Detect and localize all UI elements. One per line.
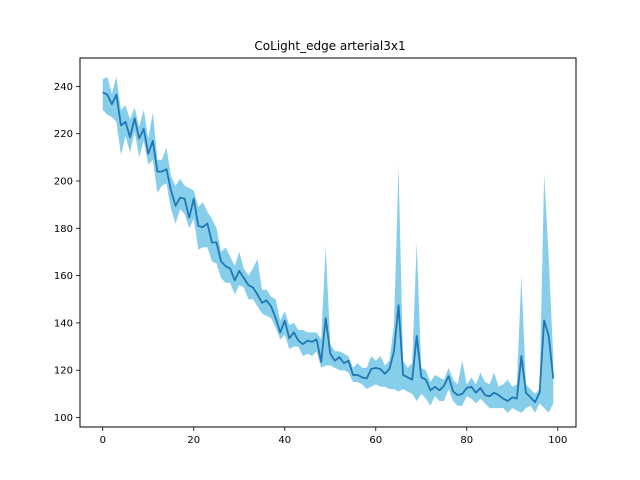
y-tick-label: 200 <box>54 177 73 188</box>
plot-frame <box>79 57 577 428</box>
x-tick-label: 100 <box>548 435 567 446</box>
y-tick-label: 100 <box>54 413 73 424</box>
y-tick-label: 140 <box>54 318 73 329</box>
y-tick-label: 160 <box>54 271 73 282</box>
axes-ticks: 0 20 40 60 80 100 100 120 140 160 180 200 220 240 <box>54 82 567 446</box>
y-tick-label: 220 <box>54 129 73 140</box>
x-tick-label: 0 <box>100 435 106 446</box>
series-line <box>102 91 555 404</box>
chart-title: CoLight_edge arterial3x1 <box>254 39 405 53</box>
y-tick-label: 180 <box>54 224 73 235</box>
plot-area <box>102 76 555 413</box>
x-tick-label: 60 <box>369 435 382 446</box>
x-tick-label: 20 <box>187 435 200 446</box>
x-tick-label: 40 <box>278 435 291 446</box>
y-tick-label: 120 <box>54 366 73 377</box>
confidence-band <box>102 76 554 413</box>
y-tick-label: 240 <box>54 82 73 93</box>
x-tick-label: 80 <box>460 435 473 446</box>
